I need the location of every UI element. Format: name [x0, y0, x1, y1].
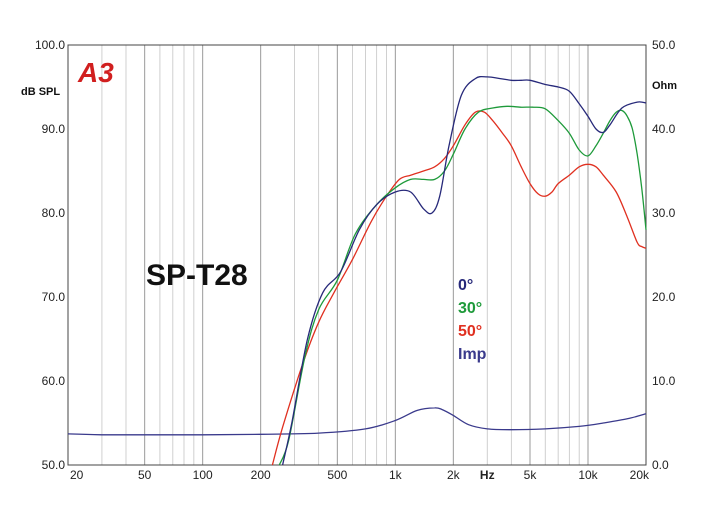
- y2-axis-label: Ohm: [652, 80, 677, 92]
- chart-title: SP-T28: [146, 259, 248, 292]
- y2-tick-label: 40.0: [652, 122, 676, 136]
- x-tick-label: 50: [138, 468, 152, 482]
- y-tick-label: 70.0: [42, 290, 66, 304]
- y-tick-label: 100.0: [35, 38, 65, 52]
- plot-frame: [67, 44, 647, 466]
- a3-logo-text: A3: [77, 57, 114, 88]
- x-tick-label: 10k: [578, 468, 598, 482]
- y-tick-labels: 50.0 60.0 70.0 80.0 90.0 100.0: [35, 38, 65, 472]
- legend-entry: 30°: [458, 300, 482, 317]
- x-tick-label: 200: [251, 468, 271, 482]
- x-tick-label: Hz: [480, 468, 495, 482]
- x-tick-label: 2k: [447, 468, 461, 482]
- a3-logo: A3: [77, 57, 114, 88]
- x-tick-labels: 20 50 100 200 500 1k 2k Hz 5k 10k 20k: [70, 468, 650, 482]
- legend-entry: 0°: [458, 277, 473, 294]
- y2-tick-label: 50.0: [652, 38, 676, 52]
- x-tick-label: 1k: [389, 468, 403, 482]
- x-tick-label: 500: [327, 468, 347, 482]
- x-tick-label: 20: [70, 468, 84, 482]
- legend-entry: 50°: [458, 323, 482, 340]
- series-line-0: [281, 75, 647, 466]
- series-layer: [67, 75, 647, 466]
- legend-entry: Imp: [458, 346, 487, 363]
- y-axis-label: dB SPL: [21, 86, 60, 98]
- x-tick-label: 20k: [630, 468, 650, 482]
- y2-tick-label: 0.0: [652, 458, 669, 472]
- y2-tick-labels: 0.0 10.0 20.0 30.0 40.0 50.0: [652, 38, 676, 472]
- x-tick-label: 5k: [524, 468, 538, 482]
- legend: 0° 30° 50° Imp: [458, 277, 487, 363]
- y-tick-label: 80.0: [42, 206, 66, 220]
- y2-tick-label: 30.0: [652, 206, 676, 220]
- series-line-imp: [67, 407, 647, 436]
- x-tick-label: 100: [193, 468, 213, 482]
- y2-tick-label: 10.0: [652, 374, 676, 388]
- y-tick-label: 60.0: [42, 374, 66, 388]
- y2-tick-label: 20.0: [652, 290, 676, 304]
- y-tick-label: 90.0: [42, 122, 66, 136]
- y-tick-label: 50.0: [42, 458, 66, 472]
- series-line-50: [271, 110, 647, 466]
